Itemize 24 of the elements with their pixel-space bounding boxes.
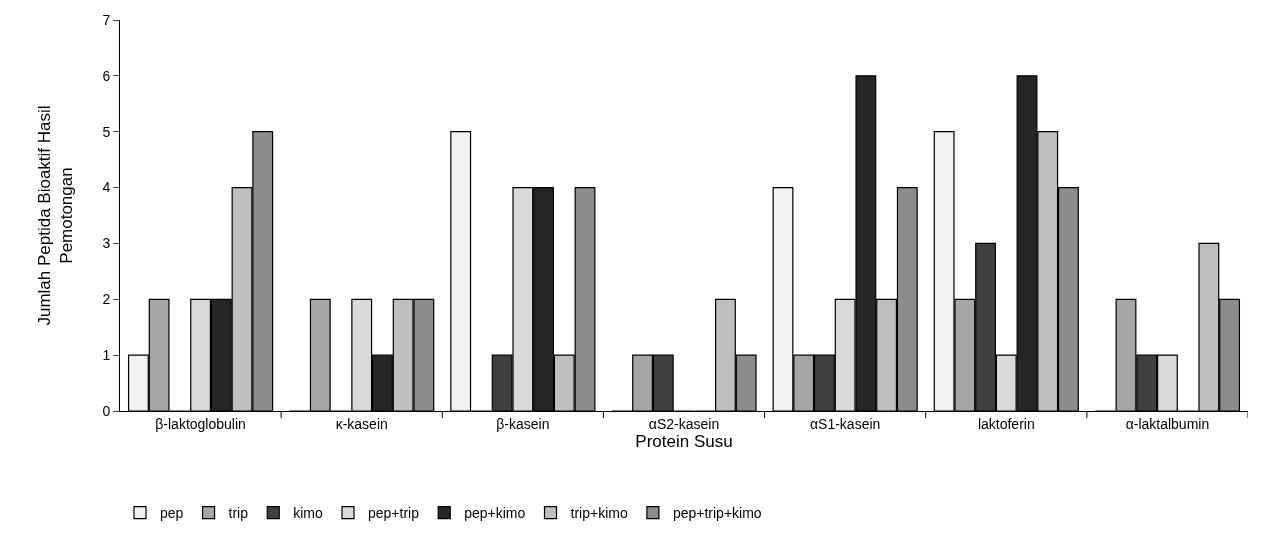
y-tick-label: 5	[102, 123, 111, 140]
y-tick-label: 6	[102, 67, 111, 84]
x-tick-label: β-laktoglobulin	[155, 415, 246, 432]
y-tick-label: 0	[102, 402, 111, 419]
legend-label: trip+kimo	[570, 505, 628, 522]
y-tick-label: 7	[102, 11, 111, 28]
legend-label: pep+trip+kimo	[672, 505, 762, 522]
legend-label: trip	[228, 505, 249, 522]
y-tick-label: 2	[102, 291, 111, 308]
x-tick-label: κ-kasein	[335, 415, 388, 432]
legend-label: pep+kimo	[464, 505, 526, 522]
x-tick-label: αS2-kasein	[648, 415, 720, 432]
x-tick-label: α-laktalbumin	[1125, 415, 1210, 432]
y-axis-title: Jumlah Peptida Bioaktif Hasil Pemotongan	[34, 105, 76, 326]
legend-label: kimo	[293, 505, 324, 522]
x-axis-title: Protein Susu	[635, 431, 733, 451]
legend-label: pep+trip	[368, 505, 420, 522]
y-tick-label: 4	[102, 179, 111, 196]
y-tick-label: 1	[102, 347, 111, 364]
x-tick-label: αS1-kasein	[809, 415, 881, 432]
legend-label: pep	[160, 505, 184, 522]
x-tick-label: laktoferin	[977, 415, 1035, 432]
x-tick-label: β-kasein	[496, 415, 550, 432]
y-tick-label: 3	[102, 235, 111, 252]
